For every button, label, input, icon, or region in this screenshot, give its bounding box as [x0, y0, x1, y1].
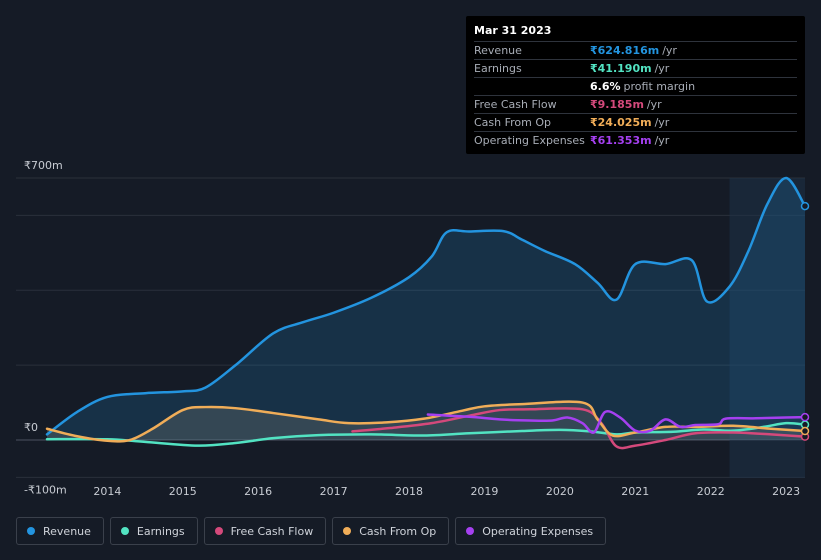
tooltip-label: Free Cash Flow — [474, 98, 557, 111]
y-axis-labels: ₹700m ₹0 -₹100m — [24, 159, 67, 496]
tooltip-unit: /yr — [646, 98, 662, 111]
tooltip-unit: /yr — [654, 116, 670, 129]
revenue-area — [47, 177, 805, 440]
cash-from-op-area — [47, 401, 805, 442]
tooltip-value: 6.6% — [590, 80, 621, 93]
legend-label: Free Cash Flow — [230, 524, 314, 538]
tooltip-value: ₹24.025m — [590, 116, 652, 129]
tooltip-value: ₹624.816m — [590, 44, 660, 57]
tooltip-unit: profit margin — [623, 80, 696, 93]
tooltip-label: Revenue — [474, 44, 522, 57]
x-tick-label: 2023 — [772, 485, 800, 498]
tooltip-row-operating-expenses: Operating Expenses ₹61.353m /yr — [474, 132, 797, 149]
tooltip-row-earnings: Earnings ₹41.190m /yr — [474, 60, 797, 78]
chart-legend: Revenue Earnings Free Cash Flow Cash Fro… — [16, 517, 607, 545]
legend-dot-icon — [343, 527, 352, 535]
series-areas — [47, 177, 805, 442]
tooltip-row-free-cash-flow: Free Cash Flow ₹9.185m /yr — [474, 96, 797, 114]
y-tick-label: ₹0 — [24, 421, 38, 434]
y-tick-label: -₹100m — [24, 483, 67, 496]
tooltip-unit: /yr — [662, 44, 677, 57]
legend-label: Cash From Op — [359, 524, 437, 538]
legend-label: Earnings — [136, 524, 185, 538]
x-tick-label: 2020 — [546, 485, 574, 498]
legend-dot-icon — [120, 527, 129, 535]
tooltip-value: ₹41.190m — [590, 62, 652, 75]
x-tick-label: 2014 — [93, 485, 121, 498]
tooltip-label — [474, 78, 590, 95]
legend-earnings-toggle[interactable]: Earnings — [109, 517, 198, 545]
cash-from-op-line — [45, 400, 807, 443]
gridlines — [16, 177, 805, 478]
tooltip-value: ₹9.185m — [590, 98, 644, 111]
legend-label: Revenue — [43, 524, 91, 538]
tooltip-row-revenue: Revenue ₹624.816m /yr — [474, 42, 797, 60]
operating-expenses-end-marker — [800, 412, 810, 422]
x-axis-labels: 2014 2015 2016 2017 2018 2019 2020 2021 2022 2023 — [93, 485, 800, 498]
legend-dot-icon — [466, 527, 475, 535]
series-lines — [45, 176, 807, 450]
y-tick-label: ₹700m — [24, 159, 63, 172]
x-tick-label: 2021 — [621, 485, 649, 498]
tooltip-unit: /yr — [654, 134, 670, 147]
legend-operating-expenses-toggle[interactable]: Operating Expenses — [455, 517, 607, 545]
tooltip-row-profit-margin: 6.6% profit margin — [474, 78, 797, 96]
operating-expenses-line — [426, 410, 807, 434]
legend-revenue-toggle[interactable]: Revenue — [16, 517, 104, 545]
tooltip-unit: /yr — [654, 62, 670, 75]
legend-cash-from-op-toggle[interactable]: Cash From Op — [332, 517, 450, 545]
hover-tooltip: Mar 31 2023 Revenue ₹624.816m /yr Earnin… — [466, 16, 805, 154]
tooltip-label: Cash From Op — [474, 116, 552, 129]
revenue-end-marker — [800, 201, 810, 211]
legend-dot-icon — [27, 527, 35, 535]
legend-dot-icon — [214, 527, 223, 535]
series-end-markers — [800, 201, 810, 441]
x-tick-label: 2016 — [244, 485, 272, 498]
tooltip-date: Mar 31 2023 — [474, 22, 797, 42]
legend-free-cash-flow-toggle[interactable]: Free Cash Flow — [203, 517, 327, 545]
revenue-line — [45, 176, 807, 436]
tooltip-label: Operating Expenses — [474, 134, 585, 147]
x-tick-label: 2017 — [320, 485, 348, 498]
legend-label: Operating Expenses — [482, 524, 594, 538]
x-tick-label: 2019 — [470, 485, 498, 498]
earnings-line — [45, 421, 807, 447]
tooltip-value: ₹61.353m — [590, 134, 652, 147]
x-tick-label: 2015 — [169, 485, 197, 498]
x-tick-label: 2022 — [697, 485, 725, 498]
cash-from-op-end-marker — [800, 426, 810, 436]
tooltip-label: Earnings — [474, 62, 522, 75]
tooltip-row-cash-from-op: Cash From Op ₹24.025m /yr — [474, 114, 797, 132]
x-tick-label: 2018 — [395, 485, 423, 498]
